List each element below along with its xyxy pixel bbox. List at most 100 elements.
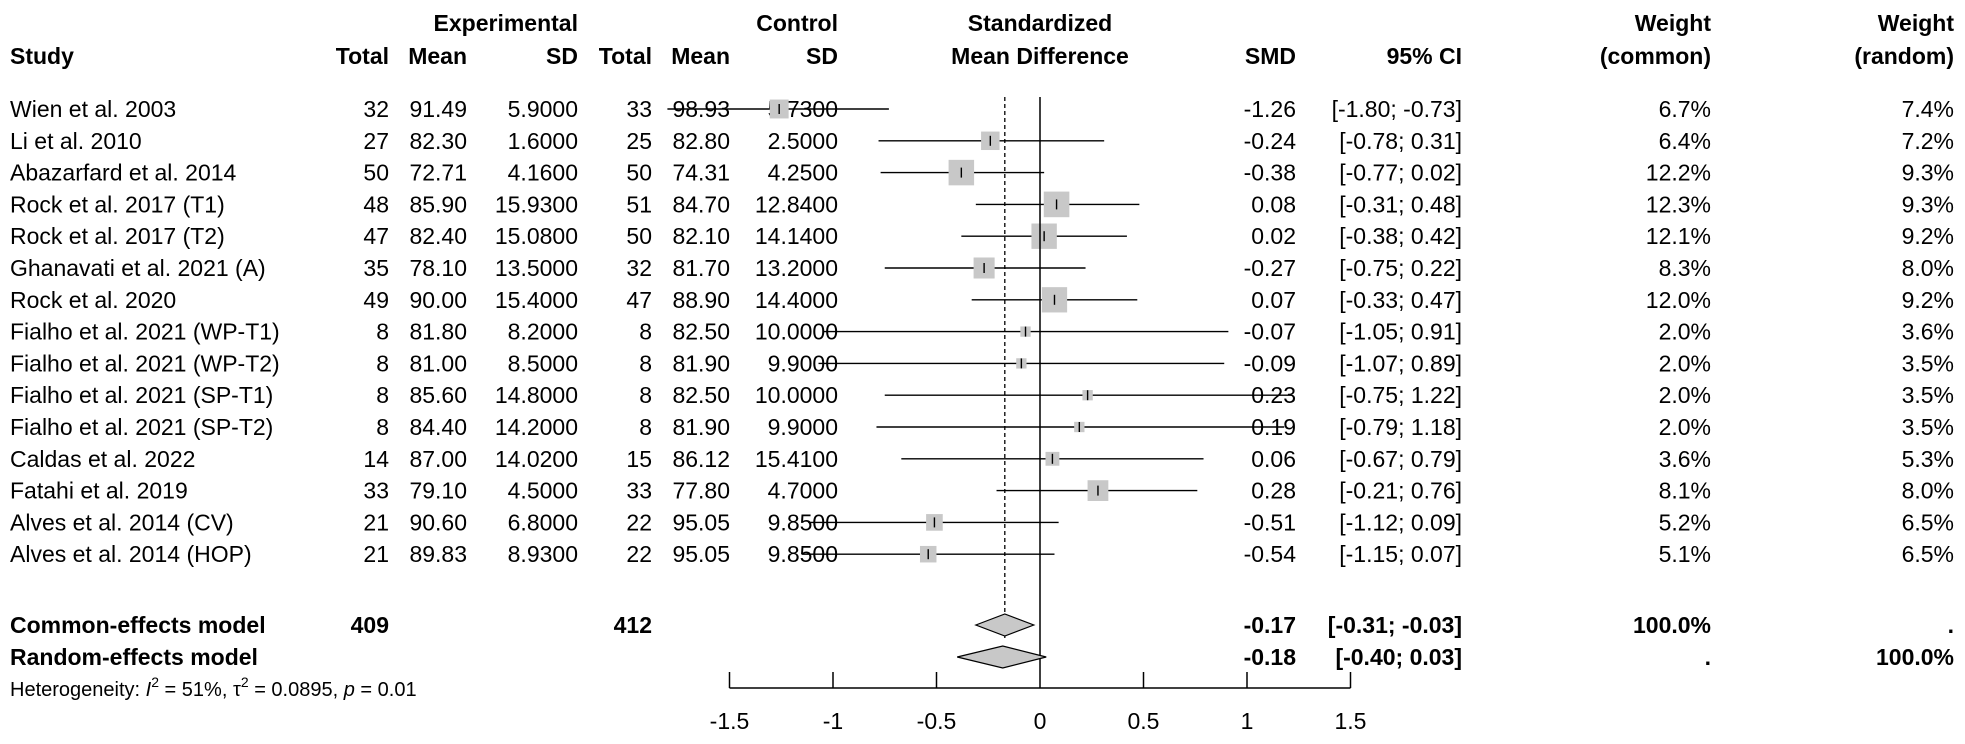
summary-ctrl-total: 412 <box>614 612 652 638</box>
exp-sd: 14.2000 <box>495 414 578 440</box>
exp-mean: 85.60 <box>409 382 467 408</box>
header-exp-sd: SD <box>546 43 578 69</box>
smd-value: 0.28 <box>1251 478 1296 504</box>
ctrl-total: 50 <box>626 223 652 249</box>
ctrl-mean: 88.90 <box>672 287 730 313</box>
ci-value: [-0.79; 1.18] <box>1339 414 1462 440</box>
x-tick-label: -0.5 <box>917 708 957 734</box>
header-exp-total: Total <box>336 43 389 69</box>
study-name: Fatahi et al. 2019 <box>10 478 188 504</box>
exp-mean: 90.00 <box>409 287 467 313</box>
exp-mean: 82.30 <box>409 128 467 154</box>
weight-random: 6.5% <box>1902 541 1954 567</box>
heterogeneity-i2-symbol: I <box>146 679 152 701</box>
ctrl-total: 8 <box>639 414 652 440</box>
smd-value: 0.02 <box>1251 223 1296 249</box>
exp-mean: 84.40 <box>409 414 467 440</box>
exp-total: 14 <box>363 446 389 472</box>
header-weight-common-2: (common) <box>1600 43 1711 69</box>
weight-common: 8.1% <box>1659 478 1711 504</box>
x-tick-label: -1 <box>823 708 843 734</box>
summary-label: Random-effects model <box>10 644 258 670</box>
ci-value: [-1.07; 0.89] <box>1339 350 1462 376</box>
header-experimental: Experimental <box>434 10 578 36</box>
x-tick-label: 0 <box>1034 708 1047 734</box>
exp-sd: 14.8000 <box>495 382 578 408</box>
ctrl-sd: 13.2000 <box>755 255 838 281</box>
weight-common: 12.0% <box>1646 287 1711 313</box>
ctrl-total: 25 <box>626 128 652 154</box>
study-name: Fialho et al. 2021 (SP-T1) <box>10 382 273 408</box>
exp-total: 35 <box>363 255 389 281</box>
smd-value: -0.07 <box>1244 319 1296 345</box>
exp-total: 8 <box>376 382 389 408</box>
exp-total: 50 <box>363 160 389 186</box>
study-name: Fialho et al. 2021 (WP-T2) <box>10 350 280 376</box>
ci-value: [-0.75; 1.22] <box>1339 382 1462 408</box>
ctrl-sd: 10.0000 <box>755 382 838 408</box>
exp-sd: 15.0800 <box>495 223 578 249</box>
weight-random: 9.3% <box>1902 160 1954 186</box>
ci-value: [-0.77; 0.02] <box>1339 160 1462 186</box>
weight-random: 6.5% <box>1902 509 1954 535</box>
study-name: Caldas et al. 2022 <box>10 446 195 472</box>
ctrl-total: 32 <box>626 255 652 281</box>
ctrl-total: 15 <box>626 446 652 472</box>
summary-ci: [-0.31; -0.03] <box>1328 612 1462 638</box>
exp-mean: 72.71 <box>409 160 467 186</box>
exp-total: 21 <box>363 509 389 535</box>
header-ctrl-sd: SD <box>806 43 838 69</box>
weight-random: 8.0% <box>1902 478 1954 504</box>
summary-weight-common: 100.0% <box>1633 612 1711 638</box>
exp-sd: 8.2000 <box>508 319 578 345</box>
weight-random: 3.5% <box>1902 382 1954 408</box>
exp-sd: 1.6000 <box>508 128 578 154</box>
ci-value: [-0.38; 0.42] <box>1339 223 1462 249</box>
ctrl-mean: 82.10 <box>672 223 730 249</box>
heterogeneity-tau2-value: = 0.0895, <box>249 679 344 701</box>
x-axis: -1.5 -1 -0.5 0 0.5 1 1.5 <box>710 672 1366 734</box>
ctrl-sd: 4.7000 <box>768 478 838 504</box>
header-ctrl-mean: Mean <box>671 43 730 69</box>
heterogeneity-tau2-sup: 2 <box>241 674 249 690</box>
study-name: Fialho et al. 2021 (SP-T2) <box>10 414 273 440</box>
x-tick-label: 1 <box>1241 708 1254 734</box>
x-tick-label: 0.5 <box>1128 708 1160 734</box>
exp-sd: 15.9300 <box>495 191 578 217</box>
study-name: Alves et al. 2014 (CV) <box>10 509 234 535</box>
study-name: Wien et al. 2003 <box>10 96 176 122</box>
exp-sd: 8.9300 <box>508 541 578 567</box>
weight-common: 2.0% <box>1659 382 1711 408</box>
ctrl-mean: 82.50 <box>672 319 730 345</box>
header-weight-random-2: (random) <box>1854 43 1954 69</box>
exp-sd: 14.0200 <box>495 446 578 472</box>
exp-sd: 5.9000 <box>508 96 578 122</box>
ci-value: [-0.33; 0.47] <box>1339 287 1462 313</box>
weight-random: 7.2% <box>1902 128 1954 154</box>
weight-common: 2.0% <box>1659 414 1711 440</box>
summary-rows: Common-effects model 409 412 -0.17 [-0.31; -… <box>10 612 1954 670</box>
weight-common: 2.0% <box>1659 319 1711 345</box>
header-exp-mean: Mean <box>408 43 467 69</box>
weight-random: 9.3% <box>1902 191 1954 217</box>
weight-common: 5.1% <box>1659 541 1711 567</box>
summary-weight-random: 100.0% <box>1876 644 1954 670</box>
ctrl-total: 47 <box>626 287 652 313</box>
header-control: Control <box>756 10 838 36</box>
summary-ci: [-0.40; 0.03] <box>1335 644 1462 670</box>
header-smd-title-2: Mean Difference <box>951 43 1129 69</box>
smd-value: 0.06 <box>1251 446 1296 472</box>
weight-common: 3.6% <box>1659 446 1711 472</box>
summary-smd: -0.18 <box>1244 644 1297 670</box>
ctrl-total: 33 <box>626 96 652 122</box>
ci-value: [-0.67; 0.79] <box>1339 446 1462 472</box>
exp-mean: 91.49 <box>409 96 467 122</box>
ctrl-total: 50 <box>626 160 652 186</box>
exp-sd: 4.1600 <box>508 160 578 186</box>
weight-random: 9.2% <box>1902 223 1954 249</box>
ci-value: [-1.80; -0.73] <box>1332 96 1462 122</box>
study-rows: Wien et al. 2003 32 91.49 5.9000 33 98.93 5.73… <box>10 96 1954 567</box>
exp-total: 33 <box>363 478 389 504</box>
weight-common: 6.4% <box>1659 128 1711 154</box>
